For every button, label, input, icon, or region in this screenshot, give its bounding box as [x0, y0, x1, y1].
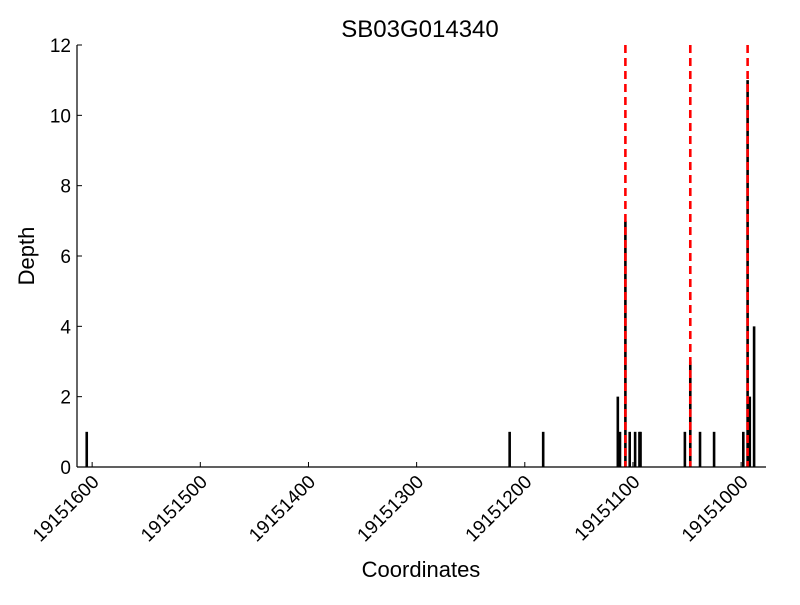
chart-title: SB03G014340	[341, 16, 498, 43]
x-tick-label: 19151300	[354, 472, 429, 547]
y-tick-label: 2	[60, 388, 71, 409]
y-tick-label: 6	[60, 247, 71, 268]
y-tick-label: 0	[60, 458, 71, 479]
y-tick-label: 12	[50, 36, 71, 57]
y-tick-label: 8	[60, 177, 71, 198]
y-tick-label: 10	[50, 106, 71, 127]
x-tick-label: 19151000	[678, 472, 753, 547]
x-tick-label: 19151100	[571, 472, 645, 546]
x-tick-label: 19151500	[137, 472, 212, 547]
x-tick-label: 19151200	[462, 472, 537, 547]
y-tick-label: 4	[60, 317, 71, 338]
y-axis-label: Depth	[14, 227, 39, 286]
x-tick-label: 19151600	[29, 472, 104, 547]
x-tick-label: 19151400	[245, 472, 320, 547]
x-axis-label: Coordinates	[362, 557, 481, 582]
